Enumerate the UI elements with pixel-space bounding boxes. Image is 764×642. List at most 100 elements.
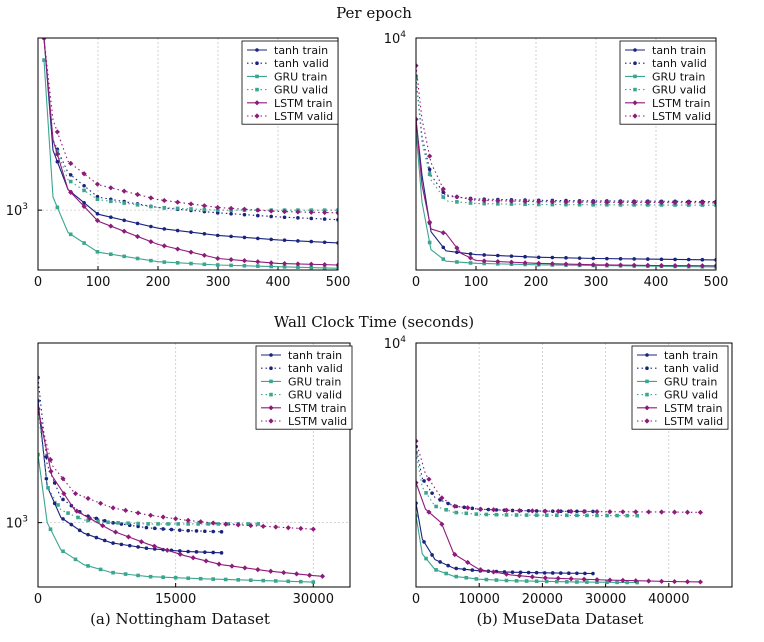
data-point	[242, 235, 247, 240]
data-point	[135, 510, 141, 516]
data-point	[427, 153, 433, 159]
data-point	[228, 256, 234, 263]
data-point	[422, 540, 426, 544]
data-point	[470, 506, 475, 511]
data-point	[455, 260, 459, 264]
data-point	[440, 186, 446, 192]
legend-marker	[645, 353, 649, 357]
data-point	[310, 526, 316, 532]
data-point	[439, 495, 445, 501]
data-point	[441, 245, 446, 250]
x-tick-label: 0	[34, 275, 42, 290]
legend-label: tanh valid	[274, 57, 329, 70]
data-point	[248, 578, 253, 583]
data-point	[563, 261, 569, 267]
data-point	[494, 512, 499, 517]
data-point	[74, 508, 80, 514]
data-point	[646, 578, 652, 584]
legend-marker	[644, 418, 650, 424]
data-point	[178, 528, 182, 532]
legend-entry: GRU train	[261, 375, 341, 388]
data-point	[478, 567, 484, 573]
series-line	[416, 119, 716, 261]
data-point	[646, 509, 652, 515]
data-point	[565, 513, 569, 518]
data-point	[605, 513, 609, 518]
data-point	[524, 579, 529, 583]
legend-label: LSTM valid	[664, 415, 723, 428]
plot-frame	[37, 342, 351, 588]
data-point	[162, 260, 167, 264]
data-point	[444, 571, 448, 576]
data-point	[568, 508, 574, 514]
data-point	[482, 201, 486, 206]
data-point	[604, 199, 610, 205]
data-point	[565, 580, 569, 584]
data-point	[544, 579, 549, 584]
data-point	[529, 508, 535, 514]
data-point	[416, 513, 418, 518]
data-point	[430, 491, 434, 495]
data-point	[427, 167, 432, 172]
data-point	[86, 564, 90, 568]
data-point	[441, 190, 446, 195]
legend-marker	[633, 48, 637, 52]
data-point	[148, 239, 154, 245]
data-point	[536, 202, 541, 207]
data-point	[631, 262, 637, 268]
series-line	[43, 38, 338, 266]
data-point	[534, 579, 539, 584]
legend-label: GRU train	[288, 375, 341, 388]
data-point	[229, 211, 233, 216]
legend-entry: GRU valid	[261, 389, 342, 402]
data-point	[296, 216, 300, 220]
data-point	[86, 532, 90, 537]
data-point	[256, 236, 260, 241]
legend-label: LSTM valid	[274, 110, 333, 123]
data-point	[248, 522, 254, 529]
data-point	[607, 577, 613, 583]
data-point	[77, 528, 82, 533]
data-point	[73, 557, 78, 562]
legend-label: tanh valid	[288, 362, 343, 375]
data-point	[296, 265, 300, 270]
x-tick-label: 30000	[293, 592, 334, 607]
legend-entry: tanh train	[261, 349, 342, 362]
legend-entry: GRU valid	[637, 389, 718, 402]
data-point	[215, 233, 220, 238]
legend-entry: tanh train	[625, 44, 706, 57]
data-point	[135, 221, 140, 226]
data-point	[542, 571, 547, 575]
series-gru-train	[42, 58, 338, 270]
data-point	[269, 237, 273, 242]
x-tick-label: 15000	[155, 592, 196, 607]
data-point	[229, 263, 233, 268]
data-point	[308, 209, 314, 215]
data-point	[194, 529, 199, 533]
data-point	[416, 75, 418, 80]
data-point	[177, 551, 183, 557]
data-point	[554, 579, 559, 584]
data-point	[219, 530, 224, 534]
data-point	[136, 524, 140, 529]
x-tick-label: 40000	[648, 592, 689, 607]
data-point	[595, 513, 599, 518]
legend-marker	[255, 74, 259, 79]
legend-marker	[633, 74, 637, 79]
data-point	[518, 570, 523, 575]
data-point	[122, 218, 126, 223]
data-point	[672, 200, 678, 206]
data-point	[558, 571, 563, 575]
series-gru-valid	[416, 450, 639, 518]
legend-marker	[255, 87, 259, 92]
data-point	[424, 556, 428, 561]
x-tick-label: 0	[34, 592, 42, 607]
data-point	[176, 522, 180, 526]
data-point	[523, 254, 527, 259]
data-point	[434, 504, 438, 509]
legend-marker	[268, 418, 274, 424]
data-point	[281, 569, 287, 576]
data-point	[273, 524, 279, 530]
